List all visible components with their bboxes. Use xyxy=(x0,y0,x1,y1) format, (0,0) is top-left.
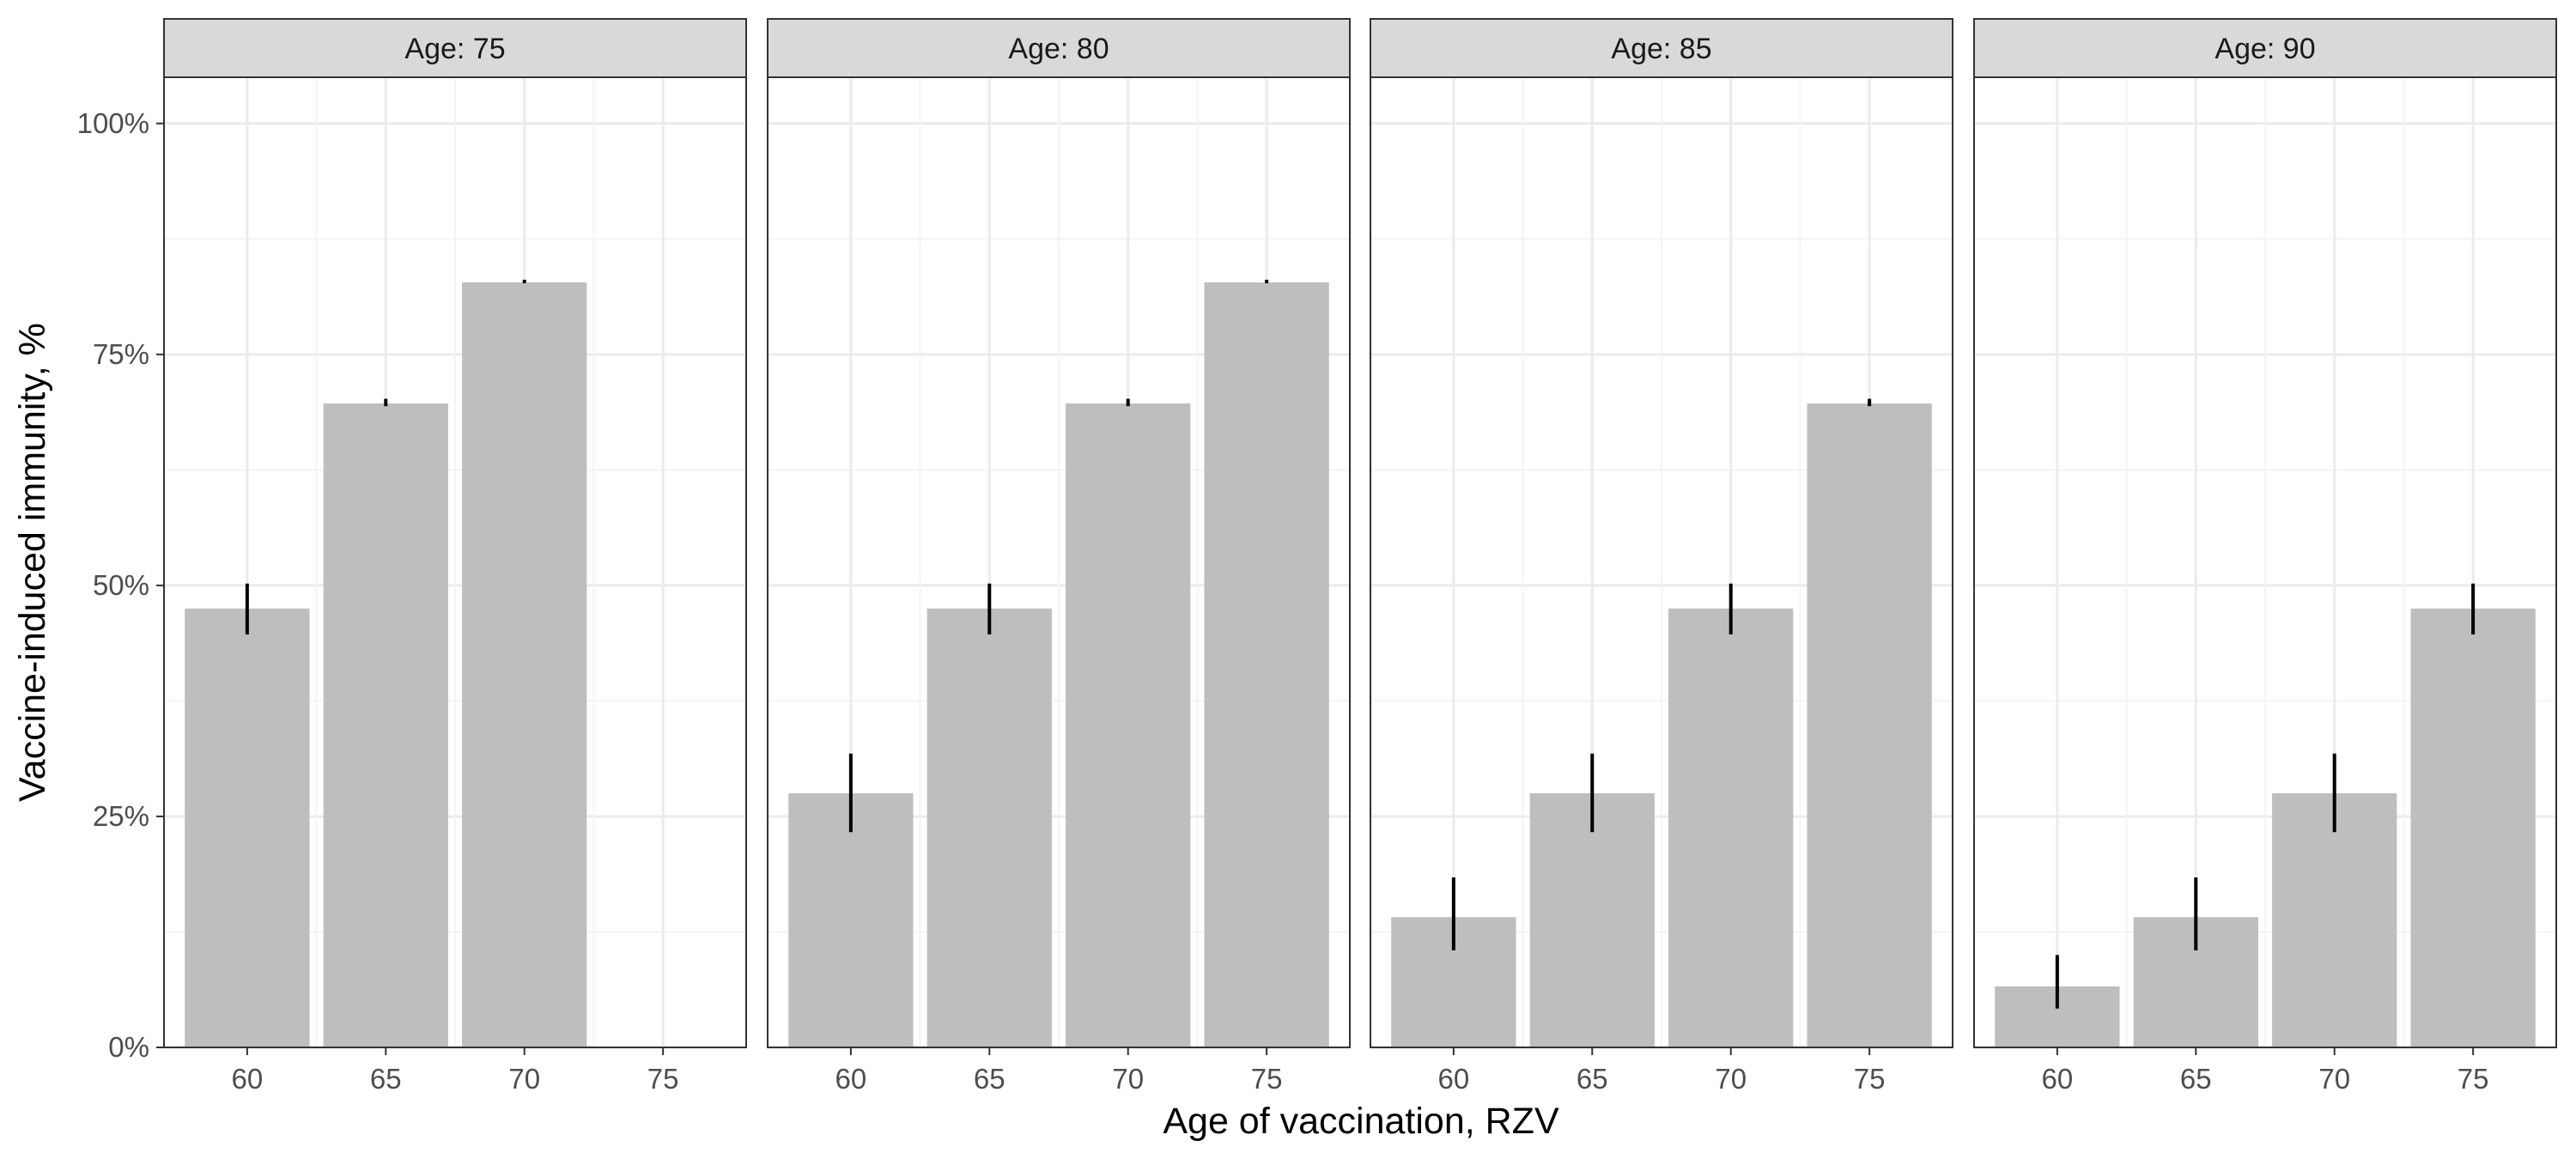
x-tick-label: 70 xyxy=(1715,1063,1747,1095)
bar xyxy=(1205,282,1329,1047)
y-axis: 0% 25% 50% 75% 100% xyxy=(77,107,164,1063)
x-tick-label: 75 xyxy=(1854,1063,1886,1095)
facet-strip-label: Age: 90 xyxy=(2215,33,2315,65)
bar xyxy=(2411,609,2536,1047)
x-tick-label: 65 xyxy=(370,1063,402,1095)
panels-layer: Age: 75 60 65 70 75 Age: 80 60 65 70 75 Age: 85 60 6… xyxy=(164,19,2556,1095)
x-tick-label: 75 xyxy=(1251,1063,1283,1095)
y-tick-label: 75% xyxy=(93,338,149,370)
facet-panel: Age: 75 60 65 70 75 xyxy=(164,19,746,1095)
x-tick-label: 75 xyxy=(647,1063,679,1095)
bar xyxy=(1668,609,1793,1047)
bar xyxy=(185,609,309,1047)
x-tick-label: 60 xyxy=(231,1063,263,1095)
x-tick-label: 75 xyxy=(2458,1063,2489,1095)
x-tick-label: 60 xyxy=(2041,1063,2073,1095)
x-tick-label: 60 xyxy=(1437,1063,1469,1095)
x-axis-title: Age of vaccination, RZV xyxy=(1163,1101,1559,1142)
x-tick-label: 65 xyxy=(974,1063,1005,1095)
y-tick-label: 100% xyxy=(77,107,149,139)
facet-strip-label: Age: 80 xyxy=(1008,33,1109,65)
bar xyxy=(1807,404,1932,1047)
facet-strip-label: Age: 75 xyxy=(404,33,505,65)
x-tick-label: 60 xyxy=(835,1063,866,1095)
bar xyxy=(1066,404,1190,1047)
y-tick-label: 0% xyxy=(108,1031,149,1063)
x-tick-label: 70 xyxy=(508,1063,540,1095)
bar xyxy=(324,404,448,1047)
x-tick-label: 70 xyxy=(2318,1063,2350,1095)
bar xyxy=(462,282,586,1047)
y-tick-label: 25% xyxy=(93,800,149,832)
facet-panel: Age: 85 60 65 70 75 xyxy=(1370,19,1953,1095)
facet-panel: Age: 90 60 65 70 75 xyxy=(1974,19,2556,1095)
x-tick-label: 65 xyxy=(1577,1063,1608,1095)
x-tick-label: 70 xyxy=(1112,1063,1144,1095)
y-tick-label: 50% xyxy=(93,569,149,601)
y-axis-title: Vaccine-induced immunity, % xyxy=(12,323,53,802)
facet-strip-label: Age: 85 xyxy=(1611,33,1711,65)
facet-panel: Age: 80 60 65 70 75 xyxy=(768,19,1350,1095)
bar xyxy=(927,609,1052,1047)
x-tick-label: 65 xyxy=(2180,1063,2212,1095)
